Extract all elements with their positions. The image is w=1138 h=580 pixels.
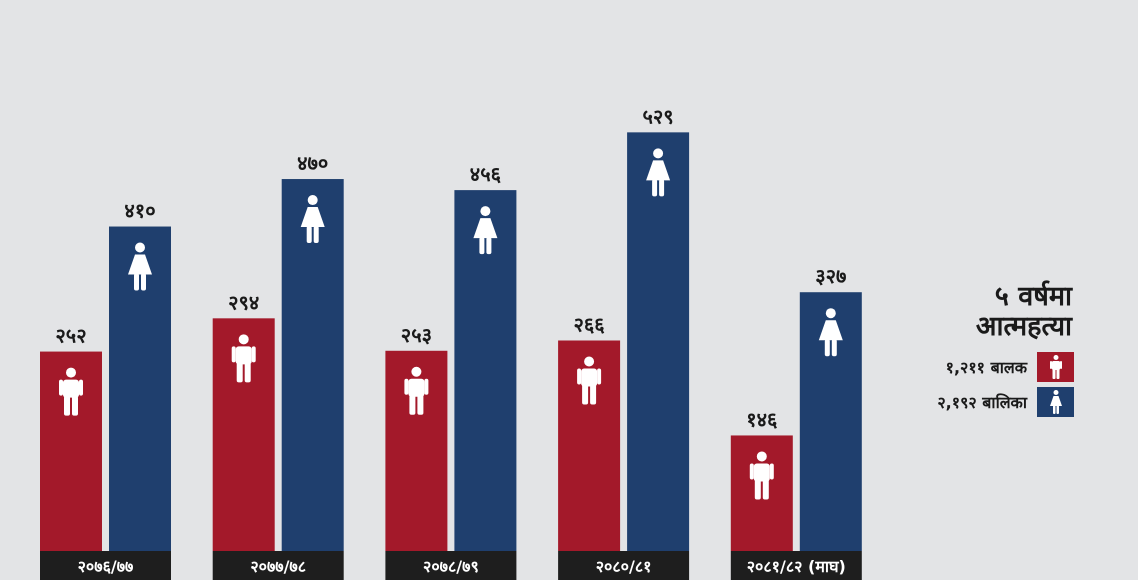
legend-title: ५ वर्षमा आत्महत्या (976, 282, 1072, 342)
category-label-bg-2 (212, 551, 344, 580)
male-icon (404, 366, 429, 415)
category-label-bg-1 (40, 551, 171, 580)
value-label-male-3: २५३ (401, 323, 432, 347)
category-label-1: २०७६/७७ (78, 557, 134, 576)
category-label-bg-3 (385, 551, 517, 580)
female-icon (473, 206, 498, 255)
bar-female-1 (109, 226, 171, 551)
legend-label-male: १,२११ बालक (945, 358, 1027, 377)
value-label-female-2: ४७० (297, 151, 328, 175)
value-label-male-5: १४६ (746, 407, 778, 431)
legend-swatch-female (1037, 387, 1074, 417)
legend-label-female: २,१९२ बालिका (937, 393, 1027, 412)
category-label-5: २०८१/८२ (माघ) (747, 557, 846, 576)
male-icon (59, 367, 83, 416)
value-label-male-4: २६६ (573, 312, 605, 336)
value-label-female-1: ४१० (124, 199, 155, 223)
female-icon (646, 148, 671, 197)
category-label-4: २०८०/८१ (596, 557, 652, 576)
value-label-female-4: ५२९ (642, 104, 673, 128)
female-icon (300, 195, 325, 244)
value-label-male-2: २९४ (228, 290, 259, 314)
male-icon (749, 451, 774, 500)
category-label-2: २०७७/७८ (250, 557, 306, 576)
female-icon (1049, 390, 1062, 414)
bar-female-4 (627, 132, 690, 551)
category-label-3: २०७८/७९ (423, 557, 479, 576)
male-icon (577, 356, 602, 405)
legend-title-line1: ५ वर्षमा (994, 281, 1072, 312)
legend-item-male: १,२११ बालक (946, 352, 1074, 382)
bar-female-2 (281, 179, 344, 552)
legend-item-female: २,१९२ बालिका (937, 387, 1074, 417)
female-icon (818, 308, 843, 357)
female-icon (128, 242, 152, 291)
male-icon (231, 334, 256, 383)
value-label-female-3: ४५६ (470, 162, 502, 186)
category-label-bg-4 (558, 551, 690, 580)
bar-female-3 (454, 190, 517, 552)
category-label-bg-5 (730, 551, 862, 580)
legend-title-line2: आत्महत्या (975, 311, 1072, 342)
value-label-female-5: ३२७ (815, 264, 846, 288)
legend-swatch-male (1037, 352, 1074, 382)
male-icon (1049, 355, 1062, 379)
value-label-male-1: २५२ (55, 324, 86, 348)
